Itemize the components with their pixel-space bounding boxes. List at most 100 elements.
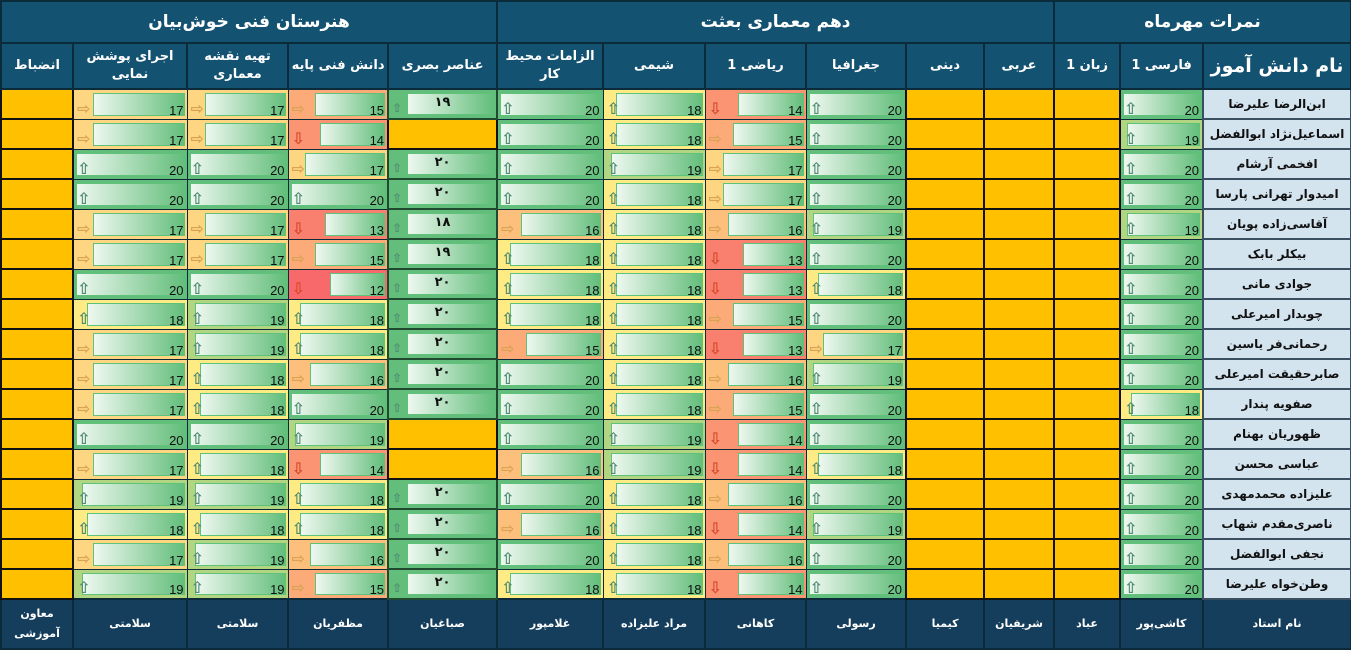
- grade-cell[interactable]: ⇧ 18: [72, 508, 188, 540]
- grade-cell[interactable]: ⇨ 15: [704, 388, 807, 420]
- student-name[interactable]: ظهوریان بهنام: [1202, 418, 1351, 450]
- grade-cell[interactable]: ⇨ 16: [704, 208, 807, 240]
- empty-grade-cell[interactable]: [905, 358, 986, 390]
- grade-cell[interactable]: ⇧ 19: [72, 478, 188, 510]
- grade-cell[interactable]: ⇧ 18: [72, 298, 188, 330]
- student-name[interactable]: ناصری‌مقدم شهاب: [1202, 508, 1351, 540]
- grade-cell[interactable]: ⇩ 12: [287, 268, 389, 300]
- grade-cell[interactable]: ⇩ 13: [704, 238, 807, 270]
- grade-cell[interactable]: ⇧ 20: [805, 178, 907, 210]
- empty-grade-cell[interactable]: [905, 118, 986, 150]
- empty-grade-cell[interactable]: [983, 178, 1056, 210]
- grade-cell[interactable]: ⇧ 20: [1119, 88, 1204, 120]
- grade-cell[interactable]: ⇩ 14: [704, 448, 807, 480]
- grade-cell[interactable]: ⇧ 19: [602, 148, 706, 180]
- grade-cell[interactable]: ⇨ 17: [805, 328, 907, 360]
- grade-cell[interactable]: ⇧ 20: [1119, 148, 1204, 180]
- empty-grade-cell[interactable]: [983, 328, 1056, 360]
- column-header[interactable]: نام دانش آموز: [1202, 42, 1351, 90]
- empty-grade-cell[interactable]: [983, 568, 1056, 600]
- empty-grade-cell[interactable]: [1053, 358, 1122, 390]
- empty-grade-cell[interactable]: [0, 118, 75, 150]
- column-header[interactable]: دانش فنی پایه: [287, 42, 390, 90]
- grade-cell[interactable]: ⇧ 20: [496, 538, 604, 570]
- grade-cell[interactable]: ⇧ 18: [602, 388, 706, 420]
- empty-grade-cell[interactable]: [1053, 538, 1122, 570]
- grade-cell[interactable]: ⇧ 19: [186, 568, 289, 600]
- empty-grade-cell[interactable]: [905, 88, 986, 120]
- column-header[interactable]: عناصر بصری: [387, 42, 499, 90]
- empty-grade-cell[interactable]: [905, 268, 986, 300]
- grade-cell[interactable]: ⇩ 13: [704, 268, 807, 300]
- empty-grade-cell[interactable]: [387, 118, 499, 150]
- empty-grade-cell[interactable]: [0, 508, 75, 540]
- student-name[interactable]: نجفی ابوالفضل: [1202, 538, 1351, 570]
- grade-cell[interactable]: ⇧ 18: [186, 358, 289, 390]
- empty-grade-cell[interactable]: [905, 148, 986, 180]
- empty-grade-cell[interactable]: [0, 178, 75, 210]
- grade-cell[interactable]: ⇧ 18: [496, 238, 604, 270]
- grade-cell[interactable]: ⇧ 20: [186, 268, 289, 300]
- empty-grade-cell[interactable]: [1053, 568, 1122, 600]
- student-name[interactable]: بیکلر بابک: [1202, 238, 1351, 270]
- column-header[interactable]: دینی: [905, 42, 986, 90]
- grade-cell[interactable]: ⇧ 20: [186, 148, 289, 180]
- grade-cell[interactable]: ⇧ 18: [602, 298, 706, 330]
- grade-cell[interactable]: ⇧ 20: [805, 118, 907, 150]
- grade-cell[interactable]: ⇨ 17: [186, 208, 289, 240]
- grade-cell[interactable]: ⇨ 16: [287, 538, 389, 570]
- grade-cell[interactable]: ⇩ 14: [704, 418, 807, 450]
- empty-grade-cell[interactable]: [0, 298, 75, 330]
- grade-cell[interactable]: ⇧ 19: [186, 538, 289, 570]
- empty-grade-cell[interactable]: [983, 208, 1056, 240]
- grade-cell[interactable]: ⇨ 17: [704, 178, 807, 210]
- empty-grade-cell[interactable]: [983, 448, 1056, 480]
- grade-cell[interactable]: ⇧ 18: [287, 478, 389, 510]
- grade-cell[interactable]: ⇧ 18: [602, 88, 706, 120]
- grade-cell[interactable]: ⇧ ۲۰: [387, 328, 499, 360]
- grade-cell[interactable]: ⇧ 20: [496, 358, 604, 390]
- grade-cell[interactable]: ⇨ 16: [704, 478, 807, 510]
- grade-cell[interactable]: ⇨ 17: [72, 238, 188, 270]
- grade-cell[interactable]: ⇧ 18: [287, 328, 389, 360]
- student-name[interactable]: امیدوار تهرانی پارسا: [1202, 178, 1351, 210]
- empty-grade-cell[interactable]: [0, 208, 75, 240]
- student-name[interactable]: رحمانی‌فر یاسین: [1202, 328, 1351, 360]
- grade-cell[interactable]: ⇧ 19: [1119, 118, 1204, 150]
- grade-cell[interactable]: ⇨ 17: [72, 88, 188, 120]
- empty-grade-cell[interactable]: [1053, 508, 1122, 540]
- grade-cell[interactable]: ⇧ 20: [1119, 568, 1204, 600]
- empty-grade-cell[interactable]: [387, 448, 499, 480]
- grade-cell[interactable]: ⇨ 17: [186, 118, 289, 150]
- grade-cell[interactable]: ⇧ 20: [496, 478, 604, 510]
- grade-cell[interactable]: ⇧ ۲۰: [387, 148, 499, 180]
- grade-cell[interactable]: ⇧ 20: [72, 178, 188, 210]
- empty-grade-cell[interactable]: [983, 238, 1056, 270]
- grade-cell[interactable]: ⇧ ۲۰: [387, 508, 499, 540]
- grade-cell[interactable]: ⇧ 20: [496, 388, 604, 420]
- grade-cell[interactable]: ⇧ 18: [602, 208, 706, 240]
- grade-cell[interactable]: ⇨ 15: [287, 568, 389, 600]
- student-name[interactable]: افخمی آرشام: [1202, 148, 1351, 180]
- grade-cell[interactable]: ⇧ 19: [287, 418, 389, 450]
- empty-grade-cell[interactable]: [0, 148, 75, 180]
- grade-cell[interactable]: ⇨ 17: [72, 388, 188, 420]
- grade-cell[interactable]: ⇩ 14: [287, 118, 389, 150]
- student-name[interactable]: ابن‌الرضا علیرضا: [1202, 88, 1351, 120]
- grade-cell[interactable]: ⇨ 17: [72, 118, 188, 150]
- grade-cell[interactable]: ⇨ 16: [287, 358, 389, 390]
- grade-cell[interactable]: ⇧ 18: [496, 298, 604, 330]
- grade-cell[interactable]: ⇧ 20: [1119, 328, 1204, 360]
- grade-cell[interactable]: ⇨ 16: [496, 208, 604, 240]
- grade-cell[interactable]: ⇧ 19: [602, 448, 706, 480]
- grade-cell[interactable]: ⇨ 17: [72, 448, 188, 480]
- empty-grade-cell[interactable]: [1053, 448, 1122, 480]
- grade-cell[interactable]: ⇧ ۲۰: [387, 178, 499, 210]
- empty-grade-cell[interactable]: [905, 388, 986, 420]
- grade-cell[interactable]: ⇧ 18: [1119, 388, 1204, 420]
- grade-cell[interactable]: ⇧ 20: [1119, 478, 1204, 510]
- empty-grade-cell[interactable]: [905, 538, 986, 570]
- grade-cell[interactable]: ⇧ 20: [805, 538, 907, 570]
- empty-grade-cell[interactable]: [1053, 418, 1122, 450]
- grade-cell[interactable]: ⇧ 19: [186, 298, 289, 330]
